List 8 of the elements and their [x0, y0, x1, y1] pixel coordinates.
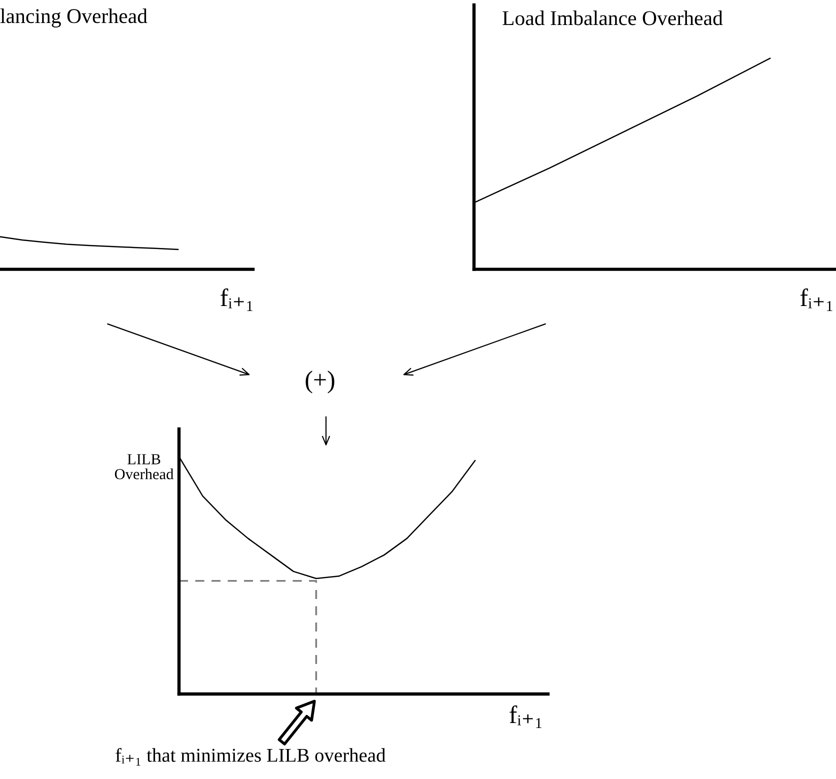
text: fᵢ₊₁ that minimizes LILB overhead — [116, 748, 386, 766]
chart-title: lancing Overhead — [0, 8, 148, 28]
x-axis-title: fᵢ₊₁ — [220, 288, 252, 312]
y-axis-title: LILB Overhead — [114, 454, 174, 480]
chart-title: Load Imbalance Overhead — [502, 10, 723, 26]
text: (+) — [306, 370, 334, 394]
x-axis-title: fᵢ₊₁ — [510, 705, 542, 728]
x-axis-title: fᵢ₊₁ — [800, 288, 832, 312]
